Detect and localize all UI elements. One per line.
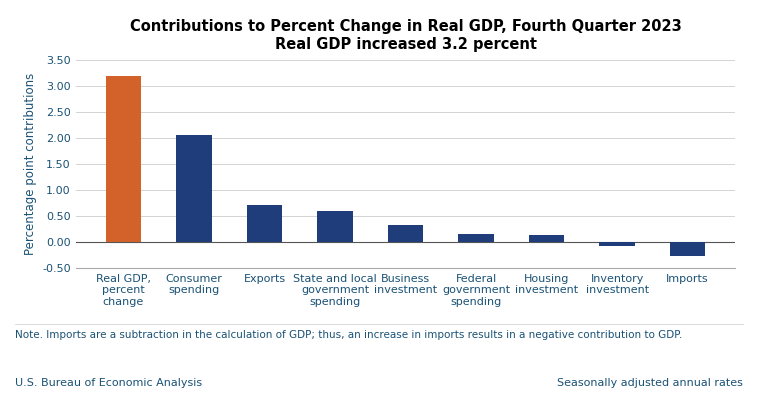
Bar (388, 225, 423, 242)
Bar (670, 242, 705, 256)
Bar (247, 205, 282, 242)
Text: U.S. Bureau of Economic Analysis: U.S. Bureau of Economic Analysis (15, 378, 202, 388)
Bar (600, 242, 634, 246)
Text: Seasonally adjusted annual rates: Seasonally adjusted annual rates (557, 378, 743, 388)
Bar (177, 135, 211, 242)
Bar (459, 234, 493, 242)
Bar (318, 211, 352, 242)
Text: Note. Imports are a subtraction in the calculation of GDP; thus, an increase in : Note. Imports are a subtraction in the c… (15, 330, 682, 340)
Y-axis label: Percentage point contributions: Percentage point contributions (23, 73, 36, 255)
Bar (106, 76, 141, 242)
Title: Contributions to Percent Change in Real GDP, Fourth Quarter 2023
Real GDP increa: Contributions to Percent Change in Real … (130, 20, 681, 52)
Bar (529, 235, 564, 242)
